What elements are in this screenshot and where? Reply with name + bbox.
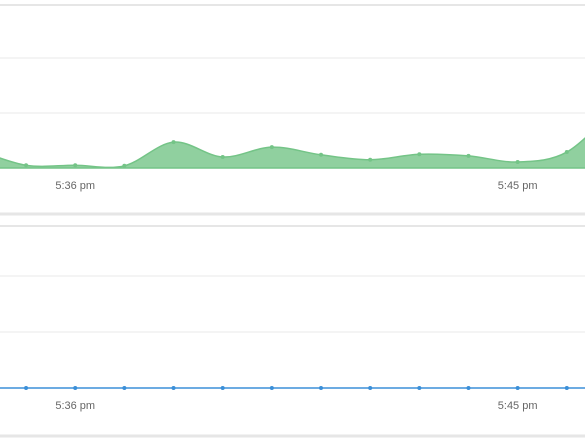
point (319, 152, 324, 157)
point (368, 386, 373, 390)
point (564, 386, 569, 390)
point (122, 386, 127, 390)
point (515, 386, 520, 390)
point (269, 145, 274, 150)
point (73, 386, 78, 390)
point (220, 155, 225, 159)
point (171, 140, 176, 145)
point (122, 163, 127, 168)
point (73, 163, 78, 168)
x-tick-label: 5:36 pm (55, 400, 95, 412)
point (417, 386, 422, 390)
area (0, 137, 585, 169)
x-tick-label: 5:36 pm (55, 180, 95, 192)
point (269, 386, 274, 390)
x-tick-label: 5:45 pm (498, 180, 538, 192)
point (319, 386, 324, 390)
point (417, 152, 422, 157)
point (24, 163, 29, 168)
point (24, 386, 29, 390)
x-tick-label: 5:45 pm (498, 400, 538, 412)
point (515, 159, 520, 164)
point (171, 386, 176, 390)
point (466, 153, 471, 158)
point (564, 150, 569, 155)
point (368, 157, 373, 162)
point (220, 386, 225, 390)
point (466, 386, 471, 390)
